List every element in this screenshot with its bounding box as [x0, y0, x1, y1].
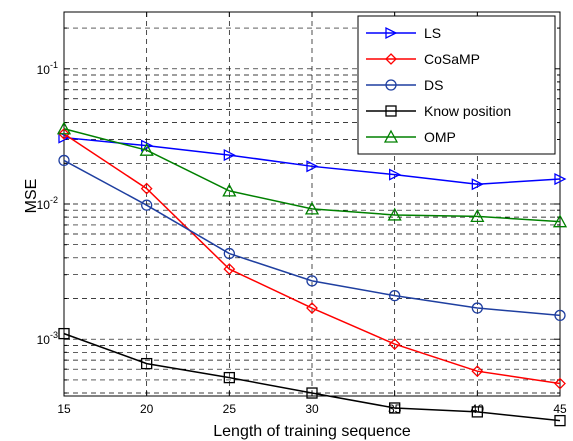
series-line [63, 332, 561, 422]
legend-entry: Know position [366, 103, 511, 119]
series-line [63, 136, 561, 185]
data-point [140, 182, 153, 195]
series-layer [56, 121, 568, 427]
data-point [387, 207, 402, 221]
legend-label: Know position [424, 103, 511, 119]
y-tick-label: 10-1 [37, 60, 58, 77]
legend-entry: OMP [366, 129, 456, 145]
x-tick-label: 25 [223, 402, 237, 416]
data-point [58, 154, 70, 167]
legend-label: LS [424, 25, 441, 41]
data-point [223, 371, 235, 384]
data-point [306, 387, 318, 399]
series-line [63, 159, 561, 317]
data-point [306, 160, 319, 173]
y-tick-label: 10-2 [37, 195, 58, 212]
data-point [389, 289, 401, 302]
data-point [552, 214, 568, 228]
data-point [389, 168, 402, 181]
data-point [554, 414, 566, 427]
data-point [304, 201, 320, 215]
series-cosamp [58, 127, 566, 390]
data-point [471, 365, 484, 378]
data-point [554, 172, 567, 186]
series-ds [58, 154, 566, 322]
data-point [141, 199, 153, 211]
series-line [63, 133, 561, 385]
data-point [58, 127, 70, 140]
data-point [554, 377, 566, 390]
data-point [141, 357, 153, 370]
data-point [383, 129, 399, 143]
data-point [554, 309, 566, 322]
legend-entry: LS [366, 25, 441, 41]
series-know-position [58, 327, 566, 427]
data-point [471, 178, 484, 191]
x-axis-label: Length of training sequence [213, 423, 411, 440]
legend-label: CoSaMP [424, 51, 480, 67]
series-omp [56, 121, 568, 228]
data-point [139, 142, 154, 156]
data-point [389, 402, 401, 414]
legend-entry: CoSaMP [366, 51, 480, 67]
legend: LS CoSaMP DS Know position OMP [357, 15, 556, 155]
y-tick-label: 10-3 [37, 330, 58, 347]
legend-label: DS [424, 77, 443, 93]
data-point [471, 302, 483, 314]
data-point [223, 149, 236, 162]
data-point [388, 338, 401, 351]
data-point [306, 302, 318, 314]
series-line [63, 128, 561, 223]
legend-label: OMP [424, 129, 456, 145]
data-point [385, 79, 397, 91]
x-tick-label: 30 [305, 402, 319, 416]
x-tick-label: 45 [553, 402, 567, 416]
data-point [306, 275, 318, 287]
data-point [223, 247, 235, 260]
data-point [222, 183, 237, 197]
data-point [56, 121, 72, 135]
data-point [385, 53, 397, 65]
data-point [471, 406, 483, 418]
data-point [58, 131, 71, 144]
x-tick-label: 20 [140, 402, 154, 416]
data-point [470, 209, 485, 223]
data-point [385, 105, 397, 117]
legend-entry: DS [366, 77, 443, 93]
data-point [385, 26, 398, 40]
x-tick-label: 15 [57, 402, 71, 416]
data-point [223, 263, 236, 276]
data-point [58, 327, 70, 340]
series-ls [58, 131, 567, 191]
y-axis-label: MSE [23, 179, 40, 214]
